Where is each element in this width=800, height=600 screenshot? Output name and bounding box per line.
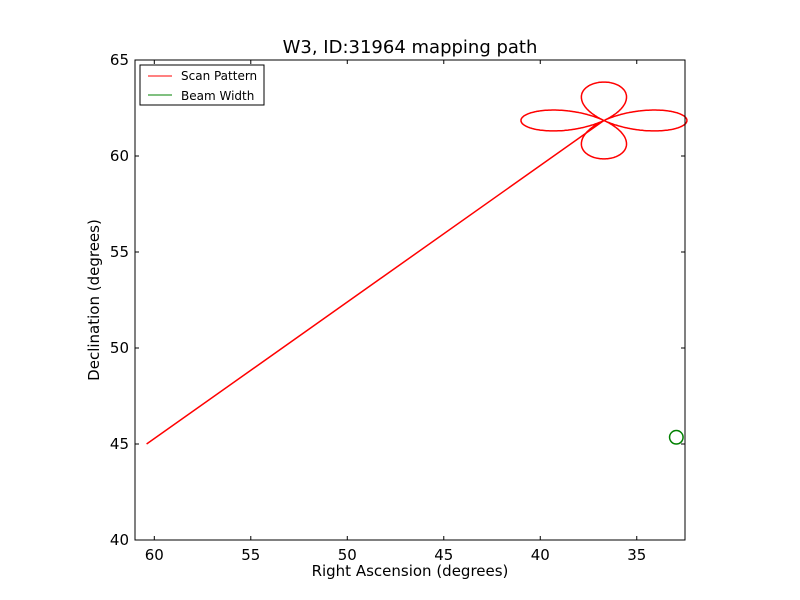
x-tick-label: 45 <box>434 546 453 564</box>
y-tick-label: 65 <box>110 51 129 69</box>
legend-label-beam-width: Beam Width <box>181 89 254 103</box>
beam-width-circle <box>668 429 684 445</box>
chart-title: W3, ID:31964 mapping path <box>283 37 538 58</box>
legend-label-scan-pattern: Scan Pattern <box>181 69 257 83</box>
legend: Scan Pattern Beam Width <box>139 64 265 106</box>
scan-pattern-line <box>146 119 605 445</box>
axis-ticks: 60 55 50 45 40 35 40 45 50 55 60 65 <box>110 51 685 564</box>
plot-frame <box>134 59 686 541</box>
x-tick-label: 40 <box>531 546 550 564</box>
y-axis-label: Declination (degrees) <box>85 219 103 381</box>
y-tick-label: 55 <box>110 243 129 261</box>
y-tick-label: 60 <box>110 147 129 165</box>
x-tick-label: 55 <box>241 546 260 564</box>
x-axis-label: Right Ascension (degrees) <box>312 562 509 580</box>
scan-pattern-rosette <box>520 81 688 160</box>
legend-frame <box>139 64 265 106</box>
y-tick-label: 40 <box>110 531 129 549</box>
x-tick-label: 50 <box>338 546 357 564</box>
y-tick-label: 45 <box>110 435 129 453</box>
y-tick-label: 50 <box>110 339 129 357</box>
x-tick-label: 60 <box>145 546 164 564</box>
plot-area <box>146 81 688 445</box>
x-tick-label: 35 <box>627 546 646 564</box>
